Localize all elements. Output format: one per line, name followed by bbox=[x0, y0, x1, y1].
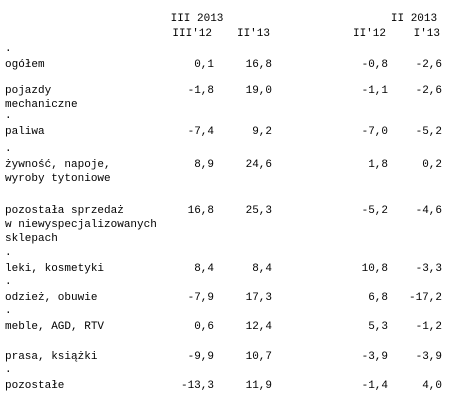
cell: -2,6 bbox=[416, 59, 442, 71]
row-label: prasa, książki bbox=[5, 351, 98, 363]
cell: 0,1 bbox=[194, 59, 214, 71]
cell: 24,6 bbox=[246, 159, 272, 171]
row-label: paliwa bbox=[5, 126, 45, 138]
cell: -5,2 bbox=[416, 126, 442, 138]
row-dot: . bbox=[5, 276, 12, 288]
row-label: pojazdy bbox=[5, 85, 52, 97]
column-header: II'13 bbox=[237, 28, 270, 40]
row-label: meble, AGD, RTV bbox=[5, 321, 104, 333]
cell: 11,9 bbox=[246, 380, 272, 392]
cell: 8,9 bbox=[194, 159, 214, 171]
column-header: III'12 bbox=[172, 28, 212, 40]
cell: 17,3 bbox=[246, 292, 272, 304]
row-dot: . bbox=[5, 364, 12, 376]
row-label: żywność, napoje, bbox=[5, 159, 111, 171]
cell: -17,2 bbox=[409, 292, 442, 304]
row-label: odzież, obuwie bbox=[5, 292, 97, 304]
row-dot: . bbox=[5, 305, 12, 317]
row-dot: . bbox=[5, 110, 12, 122]
cell: 8,4 bbox=[252, 263, 272, 275]
cell: 19,0 bbox=[246, 85, 272, 97]
row-label: pozostała sprzedaż bbox=[5, 205, 124, 217]
cell: -4,6 bbox=[416, 205, 442, 217]
cell: 16,8 bbox=[246, 59, 272, 71]
cell: -1,1 bbox=[362, 85, 389, 97]
cell: -3,9 bbox=[362, 351, 388, 363]
cell: -7,4 bbox=[188, 126, 215, 138]
cell: 4,0 bbox=[422, 380, 442, 392]
row-label: ogółem bbox=[5, 59, 45, 71]
row-label: w niewyspecjalizowanych bbox=[5, 219, 157, 231]
row-dot: . bbox=[5, 143, 12, 155]
cell: -5,2 bbox=[362, 205, 388, 217]
row-dot: . bbox=[5, 43, 12, 55]
cell: -1,2 bbox=[416, 321, 442, 333]
cell: 9,2 bbox=[252, 126, 272, 138]
group-header: II 2013 bbox=[391, 13, 437, 25]
row-dot: . bbox=[5, 247, 12, 259]
cell: 16,8 bbox=[188, 205, 214, 217]
cell: -9,9 bbox=[188, 351, 214, 363]
column-header: II'12 bbox=[353, 28, 386, 40]
row-label: leki, kosmetyki bbox=[5, 263, 104, 275]
cell: 0,6 bbox=[194, 321, 214, 333]
cell: -7,0 bbox=[362, 126, 388, 138]
cell: -13,3 bbox=[181, 380, 214, 392]
cell: -3,9 bbox=[416, 351, 442, 363]
row-label: pozostałe bbox=[5, 380, 64, 392]
cell: -3,3 bbox=[416, 263, 442, 275]
row-label: wyroby tytoniowe bbox=[5, 173, 111, 185]
cell: 5,3 bbox=[368, 321, 388, 333]
cell: 10,8 bbox=[362, 263, 388, 275]
cell: -1,4 bbox=[362, 380, 389, 392]
cell: 1,8 bbox=[368, 159, 388, 171]
cell: -0,8 bbox=[362, 59, 388, 71]
cell: 10,7 bbox=[246, 351, 272, 363]
row-label: mechaniczne bbox=[5, 99, 78, 111]
row-label: sklepach bbox=[5, 233, 58, 245]
column-header: I'13 bbox=[414, 28, 440, 40]
cell: -1,8 bbox=[188, 85, 214, 97]
cell: 0,2 bbox=[422, 159, 442, 171]
cell: 6,8 bbox=[368, 292, 388, 304]
cell: -7,9 bbox=[188, 292, 214, 304]
cell: 25,3 bbox=[246, 205, 272, 217]
group-header: III 2013 bbox=[171, 13, 224, 25]
cell: -2,6 bbox=[416, 85, 442, 97]
cell: 12,4 bbox=[246, 321, 273, 333]
cell: 8,4 bbox=[194, 263, 214, 275]
